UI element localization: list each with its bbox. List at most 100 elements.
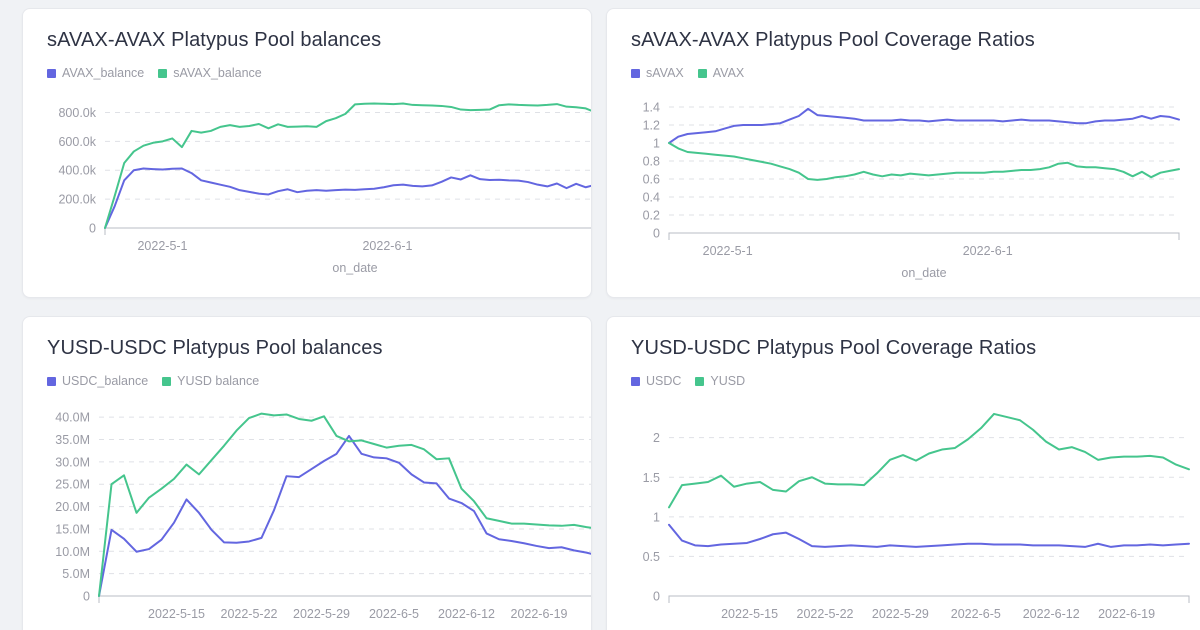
series-line-avax-balance — [104, 167, 591, 229]
legend-swatch-icon — [47, 376, 56, 386]
legend-label: YUSD balance — [177, 374, 260, 388]
line-chart-svg: 0 200.0k 400.0k 600.0k 800.0k 2022-5-1 2022-6-… — [58, 102, 591, 275]
x-axis-title: on_date — [901, 266, 946, 280]
series-line-usdc-balance — [98, 434, 591, 597]
y-tick-label: 1 — [653, 510, 660, 524]
y-tick-label: 1 — [653, 137, 660, 151]
legend-swatch-icon — [631, 68, 640, 78]
y-tick-label: 35.0M — [55, 433, 90, 447]
plot-area: 0 0.2 0.4 0.6 0.8 1 1.2 1.4 2022-5-1 2022-6-1 on_d… — [631, 90, 1200, 285]
legend-label: sAVAX_balance — [173, 66, 262, 80]
x-tick-label: 2022-5-22 — [221, 607, 278, 621]
y-tick-label: 5.0M — [62, 567, 90, 581]
chart-card-yusd-usdc-balances: YUSD-USDC Platypus Pool balances USDC_bal… — [22, 316, 592, 630]
y-tick-label: 0.5 — [643, 550, 660, 564]
x-axis-line — [104, 227, 591, 235]
legend-swatch-icon — [47, 68, 56, 78]
y-tick-label: 600.0k — [58, 135, 96, 149]
x-tick-label: 2022-5-22 — [797, 607, 854, 621]
chart-legend: USDC_balance YUSD balance — [47, 374, 575, 388]
legend-item[interactable]: sAVAX_balance — [158, 66, 262, 80]
x-axis-line — [668, 232, 1180, 240]
x-tick-label: 2022-6-12 — [438, 607, 495, 621]
y-tick-label: 1.4 — [643, 101, 660, 115]
x-tick-label: 2022-5-1 — [703, 244, 753, 258]
y-tick-label: 10.0M — [55, 545, 90, 559]
legend-item[interactable]: YUSD balance — [162, 374, 259, 388]
legend-item[interactable]: USDC_balance — [47, 374, 148, 388]
chart-legend: AVAX_balance sAVAX_balance — [47, 66, 575, 80]
chart-title: YUSD-USDC Platypus Pool balances — [47, 337, 383, 359]
legend-label: AVAX — [712, 66, 745, 80]
x-tick-label: 2022-6-1 — [362, 239, 412, 253]
legend-item[interactable]: sAVAX — [631, 66, 684, 80]
legend-item[interactable]: AVAX_balance — [47, 66, 144, 80]
legend-label: USDC_balance — [62, 374, 149, 388]
y-tick-label: 40.0M — [55, 411, 90, 425]
legend-swatch-icon — [631, 376, 640, 386]
chart-title: YUSD-USDC Platypus Pool Coverage Ratios — [631, 337, 1037, 359]
x-tick-label: 2022-5-15 — [721, 607, 778, 621]
chart-card-savax-avax-coverage-ratios: sAVAX-AVAX Platypus Pool Coverage Ratios… — [606, 8, 1200, 298]
x-axis-title: on_date — [332, 261, 377, 275]
x-axis-line — [98, 595, 591, 603]
x-axis-line — [668, 595, 1190, 603]
y-tick-label: 200.0k — [58, 193, 96, 207]
plot-area: 0 0.5 1 1.5 2 2022-5-15 2022-5-22 2022-5-29 2022… — [631, 398, 1200, 630]
x-tick-label: 2022-5-1 — [137, 239, 187, 253]
x-tick-label: 2022-5-15 — [148, 607, 205, 621]
chart-card-savax-avax-balances: sAVAX-AVAX Platypus Pool balances AVAX_ba… — [22, 8, 592, 298]
y-tick-label: 0 — [653, 590, 660, 604]
legend-item[interactable]: YUSD — [695, 374, 745, 388]
y-tick-label: 0 — [653, 227, 660, 241]
y-tick-label: 2 — [653, 431, 660, 445]
series-line-usdc — [668, 523, 1190, 548]
x-tick-label: 2022-6-19 — [1098, 607, 1155, 621]
series-line-avax — [668, 142, 1180, 181]
x-tick-label: 2022-5-29 — [293, 607, 350, 621]
legend-label: USDC — [646, 374, 682, 388]
legend-label: AVAX_balance — [62, 66, 145, 80]
y-tick-label: 20.0M — [55, 500, 90, 514]
x-tick-label: 2022-6-5 — [369, 607, 419, 621]
line-chart-svg: 0 0.2 0.4 0.6 0.8 1 1.2 1.4 2022-5-1 2022-6-1 on_d… — [643, 101, 1180, 280]
chart-legend: sAVAX AVAX — [631, 66, 1200, 80]
plot-area: 0 200.0k 400.0k 600.0k 800.0k 2022-5-1 2022-6-… — [47, 90, 591, 280]
legend-swatch-icon — [695, 376, 705, 386]
legend-label: YUSD — [710, 374, 746, 388]
y-tick-label: 0 — [83, 590, 90, 604]
y-tick-label: 1.2 — [643, 119, 660, 133]
y-tick-label: 25.0M — [55, 478, 90, 492]
y-tick-label: 15.0M — [55, 522, 90, 536]
x-tick-label: 2022-6-12 — [1023, 607, 1080, 621]
y-tick-label: 0 — [89, 222, 96, 236]
series-line-yusd-balance — [98, 412, 591, 597]
legend-item[interactable]: AVAX — [697, 66, 745, 80]
legend-item[interactable]: USDC — [631, 374, 681, 388]
chart-legend: USDC YUSD — [631, 374, 1200, 388]
plot-area: 0 5.0M 10.0M 15.0M 20.0M 25.0M 30.0M 35.0M 40.0M… — [47, 398, 591, 630]
y-tick-label: 30.0M — [55, 455, 90, 469]
y-tick-label: 0.6 — [643, 173, 660, 187]
line-chart-svg: 0 5.0M 10.0M 15.0M 20.0M 25.0M 30.0M 35.0M 40.0M… — [55, 411, 591, 621]
y-tick-label: 1.5 — [643, 471, 660, 485]
chart-title: sAVAX-AVAX Platypus Pool balances — [47, 29, 382, 51]
legend-swatch-icon — [697, 68, 707, 78]
legend-label: sAVAX — [646, 66, 684, 80]
y-tick-label: 800.0k — [58, 106, 96, 120]
y-tick-label: 0.4 — [643, 191, 660, 205]
legend-swatch-icon — [162, 376, 172, 386]
x-tick-label: 2022-6-5 — [951, 607, 1001, 621]
x-tick-label: 2022-5-29 — [872, 607, 929, 621]
line-chart-svg: 0 0.5 1 1.5 2 2022-5-15 2022-5-22 2022-5-29 2022… — [643, 412, 1190, 621]
y-tick-label: 400.0k — [58, 164, 96, 178]
legend-swatch-icon — [158, 68, 168, 78]
y-tick-label: 0.2 — [643, 209, 660, 223]
x-tick-label: 2022-6-1 — [963, 244, 1013, 258]
y-tick-label: 0.8 — [643, 155, 660, 169]
chart-title: sAVAX-AVAX Platypus Pool Coverage Ratios — [631, 29, 1035, 51]
series-line-savax — [668, 107, 1180, 144]
chart-card-yusd-usdc-coverage-ratios: YUSD-USDC Platypus Pool Coverage Ratios U… — [606, 316, 1200, 630]
x-tick-label: 2022-6-19 — [511, 607, 568, 621]
